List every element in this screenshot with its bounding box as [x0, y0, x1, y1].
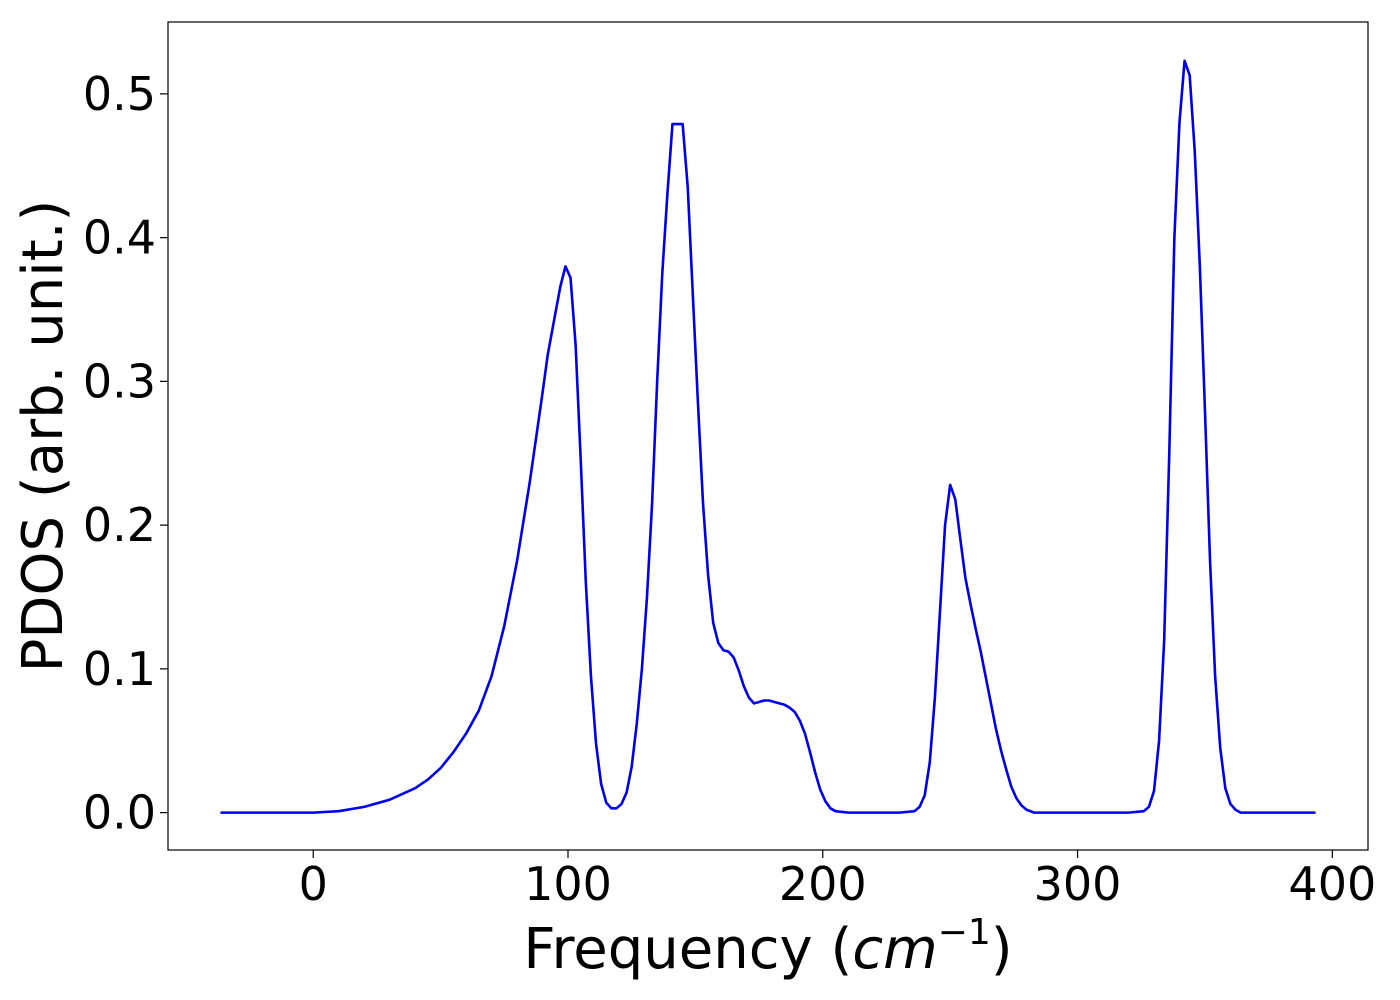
plot-area	[220, 59, 1316, 814]
y-tick-label: 0.4	[83, 211, 156, 265]
x-axis-title-exponent: −1	[938, 912, 991, 953]
x-tick-label: 300	[1034, 857, 1122, 911]
x-tick-label: 200	[779, 857, 867, 911]
y-tick-label: 0.3	[83, 354, 156, 408]
x-tick-label: 100	[524, 857, 612, 911]
y-axis-title: PDOS (arb. unit.)	[11, 200, 76, 673]
pdos-series-line	[220, 59, 1316, 814]
y-tick-label: 0.1	[83, 642, 156, 696]
y-tick-label: 0.5	[83, 67, 156, 121]
x-axis-title-prefix: Frequency (	[523, 917, 852, 982]
x-axis-ticks: 0 100 200 300 400	[299, 850, 1376, 911]
y-tick-label: 0.2	[83, 498, 156, 552]
x-axis-title-suffix: )	[991, 917, 1013, 982]
x-axis-title-unit: cm	[852, 917, 937, 982]
y-axis-ticks: 0.0 0.1 0.2 0.3 0.4 0.5	[83, 67, 168, 840]
plot-frame	[167, 21, 1369, 851]
x-axis-title: Frequency (cm−1)	[523, 912, 1012, 982]
y-tick-label: 0.0	[83, 786, 156, 840]
x-tick-label: 0	[299, 857, 328, 911]
x-tick-label: 400	[1288, 857, 1376, 911]
